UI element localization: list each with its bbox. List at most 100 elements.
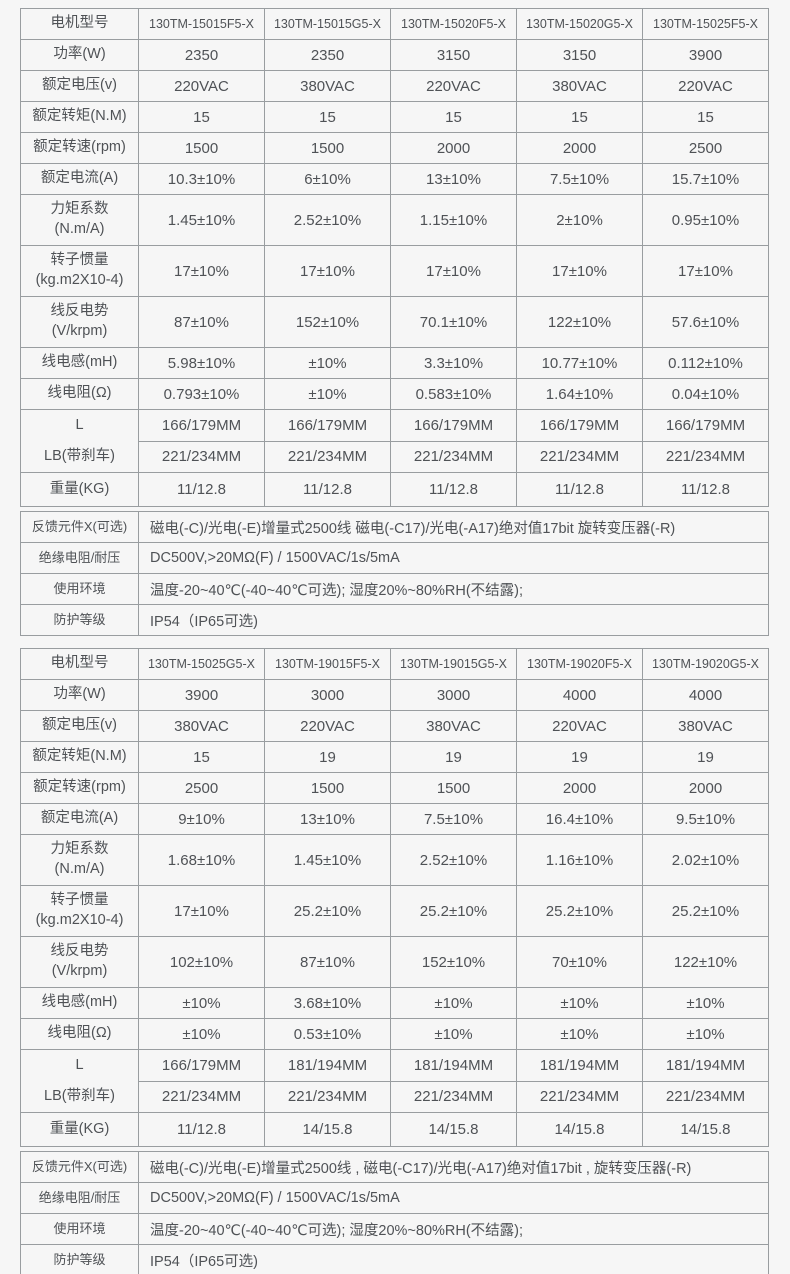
- cell-value: 57.6±10%: [642, 296, 769, 348]
- cell-value: 130TM-15025F5-X: [642, 8, 769, 40]
- footer-row-value: DC500V,>20MΩ(F) / 1500VAC/1s/5mA: [138, 542, 769, 574]
- row-label: 线电阻(Ω): [20, 1018, 139, 1050]
- cell-value: 221/234MM: [390, 1080, 517, 1113]
- cell-value: 2500: [138, 772, 265, 804]
- footer-row: 防护等级 IP54（IP65可选): [20, 1244, 769, 1274]
- footer-row-value: DC500V,>20MΩ(F) / 1500VAC/1s/5mA: [138, 1182, 769, 1214]
- cell-value: 221/234MM: [516, 440, 643, 473]
- cell-value: 11/12.8: [390, 472, 517, 507]
- cell-value: 221/234MM: [264, 440, 391, 473]
- cell-value: 16.4±10%: [516, 803, 643, 835]
- cell-value: 220VAC: [516, 710, 643, 742]
- cell-value: 2±10%: [516, 194, 643, 246]
- table-row: 线反电势 (V/krpm) 102±10% 87±10% 152±10% 70±10% 1…: [20, 936, 769, 988]
- cell-value: 7.5±10%: [516, 163, 643, 195]
- row-label: 额定电流(A): [20, 163, 139, 195]
- row-label-lb: LB(带刹车): [44, 1087, 115, 1104]
- cell-value: 130TM-19015G5-X: [390, 648, 517, 680]
- cell-value: 13±10%: [264, 803, 391, 835]
- table-row: 重量(KG) 11/12.8 11/12.8 11/12.8 11/12.8 11/12.…: [20, 472, 769, 507]
- cell-value: 1500: [390, 772, 517, 804]
- cell-value: ±10%: [138, 1018, 265, 1050]
- row-label-l: L: [75, 416, 84, 433]
- cell-value: 14/15.8: [264, 1112, 391, 1147]
- cell-value: 25.2±10%: [516, 885, 643, 937]
- row-label: 线反电势 (V/krpm): [20, 936, 139, 988]
- footer-row-label: 使用环境: [20, 1213, 139, 1245]
- cell-value: 2500: [642, 132, 769, 164]
- cell-value: 2000: [642, 772, 769, 804]
- cell-value: 1.68±10%: [138, 834, 265, 886]
- cell-value: 130TM-15020G5-X: [516, 8, 643, 40]
- cell-value: 3000: [390, 679, 517, 711]
- cell-value: 3.3±10%: [390, 347, 517, 379]
- table-row: 重量(KG) 11/12.8 14/15.8 14/15.8 14/15.8 14/15.…: [20, 1112, 769, 1147]
- footer-row-label: 防护等级: [20, 604, 139, 636]
- cell-value: ±10%: [138, 987, 265, 1019]
- cell-value: 87±10%: [264, 936, 391, 988]
- cell-value: 17±10%: [264, 245, 391, 297]
- table-row: 线电阻(Ω) ±10% 0.53±10% ±10% ±10% ±10%: [20, 1018, 769, 1050]
- cell-value: 19: [642, 741, 769, 773]
- cell-value: 130TM-15020F5-X: [390, 8, 517, 40]
- table-row: 线电阻(Ω) 0.793±10% ±10% 0.583±10% 1.64±10% 0.04…: [20, 378, 769, 410]
- table-row: 额定电压(v) 380VAC 220VAC 380VAC 220VAC 380VAC: [20, 710, 769, 742]
- cell-value: 4000: [642, 679, 769, 711]
- cell-value: 221/234MM: [642, 1080, 769, 1113]
- cell-value: 0.04±10%: [642, 378, 769, 410]
- row-label: 额定电压(v): [20, 70, 139, 102]
- cell-value: 2.52±10%: [264, 194, 391, 246]
- cell-value: ±10%: [390, 1018, 517, 1050]
- table-row: 额定转矩(N.M) 15 19 19 19 19: [20, 741, 769, 773]
- cell-value: 380VAC: [642, 710, 769, 742]
- cell-value: 380VAC: [138, 710, 265, 742]
- row-label-l-lb: L LB(带刹车): [20, 1049, 139, 1113]
- cell-value: 130TM-19020G5-X: [642, 648, 769, 680]
- footer-row-label: 防护等级: [20, 1244, 139, 1274]
- row-label-l-lb: L LB(带刹车): [20, 409, 139, 473]
- spec-table-2-footer: 反馈元件X(可选) 磁电(-C)/光电(-E)增量式2500线 , 磁电(-C17…: [20, 1151, 769, 1274]
- cell-value: 25.2±10%: [390, 885, 517, 937]
- row-label: 转子惯量 (kg.m2X10-4): [20, 885, 139, 937]
- cell-value: 220VAC: [264, 710, 391, 742]
- footer-row-value: 温度-20~40℃(-40~40℃可选); 湿度20%~80%RH(不结露);: [138, 1213, 769, 1245]
- cell-value: 17±10%: [390, 245, 517, 297]
- cell-value: 14/15.8: [642, 1112, 769, 1147]
- cell-value: 19: [264, 741, 391, 773]
- footer-row-label: 使用环境: [20, 573, 139, 605]
- cell-value: 14/15.8: [516, 1112, 643, 1147]
- footer-row-label: 反馈元件X(可选): [20, 511, 139, 543]
- table-row: 额定转速(rpm) 1500 1500 2000 2000 2500: [20, 132, 769, 164]
- cell-value: 1.16±10%: [516, 834, 643, 886]
- cell-value: 5.98±10%: [138, 347, 265, 379]
- row-label: 额定转速(rpm): [20, 772, 139, 804]
- table-row: L LB(带刹车) 166/179MM 181/194MM 181/194MM 181/1…: [20, 1049, 769, 1113]
- cell-value: 221/234MM: [138, 440, 265, 473]
- footer-row: 使用环境 温度-20~40℃(-40~40℃可选); 湿度20%~80%RH(不结…: [20, 1213, 769, 1245]
- cell-value: 220VAC: [642, 70, 769, 102]
- footer-row: 防护等级 IP54（IP65可选): [20, 604, 769, 636]
- footer-row-value: 磁电(-C)/光电(-E)增量式2500线 磁电(-C17)/光电(-A17)绝…: [138, 511, 769, 543]
- spec-table-1-footer: 反馈元件X(可选) 磁电(-C)/光电(-E)增量式2500线 磁电(-C17)/…: [20, 511, 769, 636]
- row-label: 额定电压(v): [20, 710, 139, 742]
- cell-value: 1.64±10%: [516, 378, 643, 410]
- table-row: 额定电流(A) 10.3±10% 6±10% 13±10% 7.5±10% 15.7±10…: [20, 163, 769, 195]
- cell-value: 15: [642, 101, 769, 133]
- cell-value: 1500: [138, 132, 265, 164]
- cell-value: 380VAC: [390, 710, 517, 742]
- spec-table-2-section: 电机型号 130TM-15025G5-X 130TM-19015F5-X 130TM-…: [20, 648, 769, 1274]
- row-label-lb: LB(带刹车): [44, 447, 115, 464]
- row-label: 额定转矩(N.M): [20, 741, 139, 773]
- cell-value: 130TM-19020F5-X: [516, 648, 643, 680]
- cell-value: 0.583±10%: [390, 378, 517, 410]
- cell-value: 13±10%: [390, 163, 517, 195]
- cell-value: 70±10%: [516, 936, 643, 988]
- cell-value: 3150: [390, 39, 517, 71]
- cell-value: 152±10%: [390, 936, 517, 988]
- cell-value: 221/234MM: [138, 1080, 265, 1113]
- cell-value: ±10%: [516, 1018, 643, 1050]
- cell-value: ±10%: [390, 987, 517, 1019]
- cell-value: 15.7±10%: [642, 163, 769, 195]
- row-label: 力矩系数 (N.m/A): [20, 834, 139, 886]
- cell-value: ±10%: [264, 378, 391, 410]
